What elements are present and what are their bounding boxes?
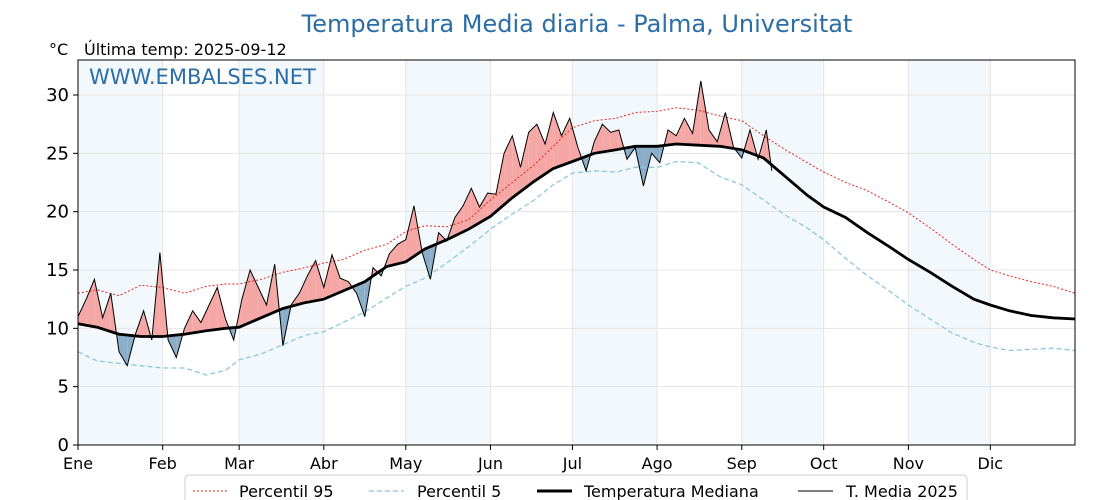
anomaly-fill-above bbox=[397, 239, 406, 264]
anomaly-fill-above bbox=[684, 118, 693, 145]
anomaly-fill-above bbox=[676, 118, 685, 145]
anomaly-fill-above bbox=[561, 118, 570, 166]
legend-label-p5: Percentil 5 bbox=[417, 482, 501, 500]
anomaly-fill-above bbox=[323, 254, 333, 300]
series-lines bbox=[77, 80, 1076, 376]
legend-label-p95: Percentil 95 bbox=[239, 482, 334, 500]
y-axis-ticks: 0 5 10 15 20 25 30 bbox=[46, 85, 78, 456]
anomaly-fill-above bbox=[102, 293, 111, 332]
anomaly-fill-above bbox=[315, 260, 324, 301]
anomaly-fill-above bbox=[668, 130, 677, 145]
anomaly-fill-above bbox=[520, 132, 529, 192]
anomaly-fill-below bbox=[356, 281, 365, 317]
watermark: WWW.EMBALSES.NET bbox=[89, 65, 316, 89]
y-tick-label: 5 bbox=[58, 377, 69, 398]
month-band bbox=[78, 60, 163, 445]
anomaly-fill-above bbox=[78, 299, 87, 326]
anomaly-fill-above bbox=[200, 305, 210, 332]
x-tick-label: Ago bbox=[642, 454, 673, 473]
x-tick-label: Sep bbox=[727, 454, 757, 473]
x-tick-label: Jul bbox=[562, 454, 582, 473]
anomaly-fill-above bbox=[504, 135, 513, 205]
y-tick-label: 20 bbox=[46, 202, 69, 223]
month-bands bbox=[78, 60, 991, 445]
anomaly-fill-above bbox=[332, 254, 341, 296]
series-line-current bbox=[77, 80, 773, 367]
y-tick-label: 0 bbox=[58, 435, 69, 456]
y-tick-label: 15 bbox=[46, 260, 69, 281]
anomaly-fill-above bbox=[553, 112, 562, 169]
x-tick-label: Dic bbox=[978, 454, 1004, 473]
anomaly-fill-above bbox=[94, 279, 103, 329]
anomaly-fill-above bbox=[479, 193, 488, 223]
chart-title: Temperatura Media diaria - Palma, Univer… bbox=[301, 10, 853, 38]
anomaly-fill-above bbox=[594, 124, 603, 154]
series-line-median bbox=[77, 142, 1076, 338]
anomaly-fill-below bbox=[168, 335, 177, 358]
anomaly-fill-above bbox=[184, 310, 193, 335]
anomaly-fill-above bbox=[258, 287, 267, 319]
anomaly-fill-above bbox=[610, 130, 619, 151]
x-tick-label: Mar bbox=[224, 454, 255, 473]
x-tick-label: Nov bbox=[893, 454, 924, 473]
month-band bbox=[741, 60, 824, 445]
unit-label: °C bbox=[49, 40, 68, 59]
anomaly-fill-above bbox=[209, 287, 218, 331]
x-axis-ticks: Ene Feb Mar Abr May Jun Jul Ago Sep Oct Nov Dic bbox=[63, 445, 1003, 473]
x-tick-label: Feb bbox=[149, 454, 177, 473]
legend: Percentil 95 Percentil 5 Temperatura Med… bbox=[184, 474, 968, 500]
anomaly-fill-above bbox=[708, 130, 718, 147]
anomaly-fill-above bbox=[217, 287, 226, 330]
y-tick-label: 30 bbox=[46, 85, 69, 106]
anomaly-fill-above bbox=[512, 135, 521, 198]
grid-lines bbox=[77, 60, 1075, 446]
anomaly-fill-above bbox=[602, 124, 611, 153]
anomaly-fill-above bbox=[536, 124, 546, 180]
month-band bbox=[908, 60, 991, 445]
anomaly-fill-below bbox=[651, 146, 660, 163]
legend-box bbox=[184, 474, 968, 500]
last-temp-label: Última temp: 2025-09-12 bbox=[84, 40, 287, 59]
anomaly-fill-above bbox=[471, 188, 480, 228]
legend-label-current: T. Media 2025 bbox=[845, 482, 958, 500]
anomaly-fill-above bbox=[307, 260, 316, 303]
anomaly-fill-above bbox=[389, 244, 398, 266]
anomaly-fill-above bbox=[528, 124, 537, 186]
x-tick-label: Oct bbox=[810, 454, 838, 473]
anomaly-fill-above bbox=[569, 118, 578, 163]
anomaly-fill-above bbox=[405, 205, 414, 262]
y-tick-label: 10 bbox=[46, 318, 69, 339]
anomaly-fill-above bbox=[454, 205, 464, 236]
anomaly-fill-above bbox=[700, 81, 709, 146]
x-tick-label: Jun bbox=[477, 454, 503, 473]
month-band bbox=[572, 60, 658, 445]
y-tick-label: 25 bbox=[46, 143, 69, 164]
x-tick-label: Abr bbox=[310, 454, 338, 473]
anomaly-fill-above bbox=[86, 279, 95, 327]
x-tick-label: May bbox=[389, 454, 422, 473]
plot-frame bbox=[77, 59, 1076, 446]
legend-label-median: Temperatura Mediana bbox=[583, 482, 759, 500]
anomaly-fill-above bbox=[545, 112, 554, 174]
anomaly-fill-above bbox=[250, 270, 259, 323]
anomaly-fill-below bbox=[118, 334, 128, 366]
anomaly-fill-above bbox=[495, 153, 505, 212]
x-tick-label: Ene bbox=[63, 454, 93, 473]
anomaly-fill-above bbox=[241, 270, 251, 326]
anomaly-fill-above bbox=[192, 310, 201, 333]
anomaly-fill-above bbox=[299, 275, 308, 305]
month-band bbox=[239, 60, 324, 445]
series-line-p5 bbox=[77, 160, 1076, 376]
